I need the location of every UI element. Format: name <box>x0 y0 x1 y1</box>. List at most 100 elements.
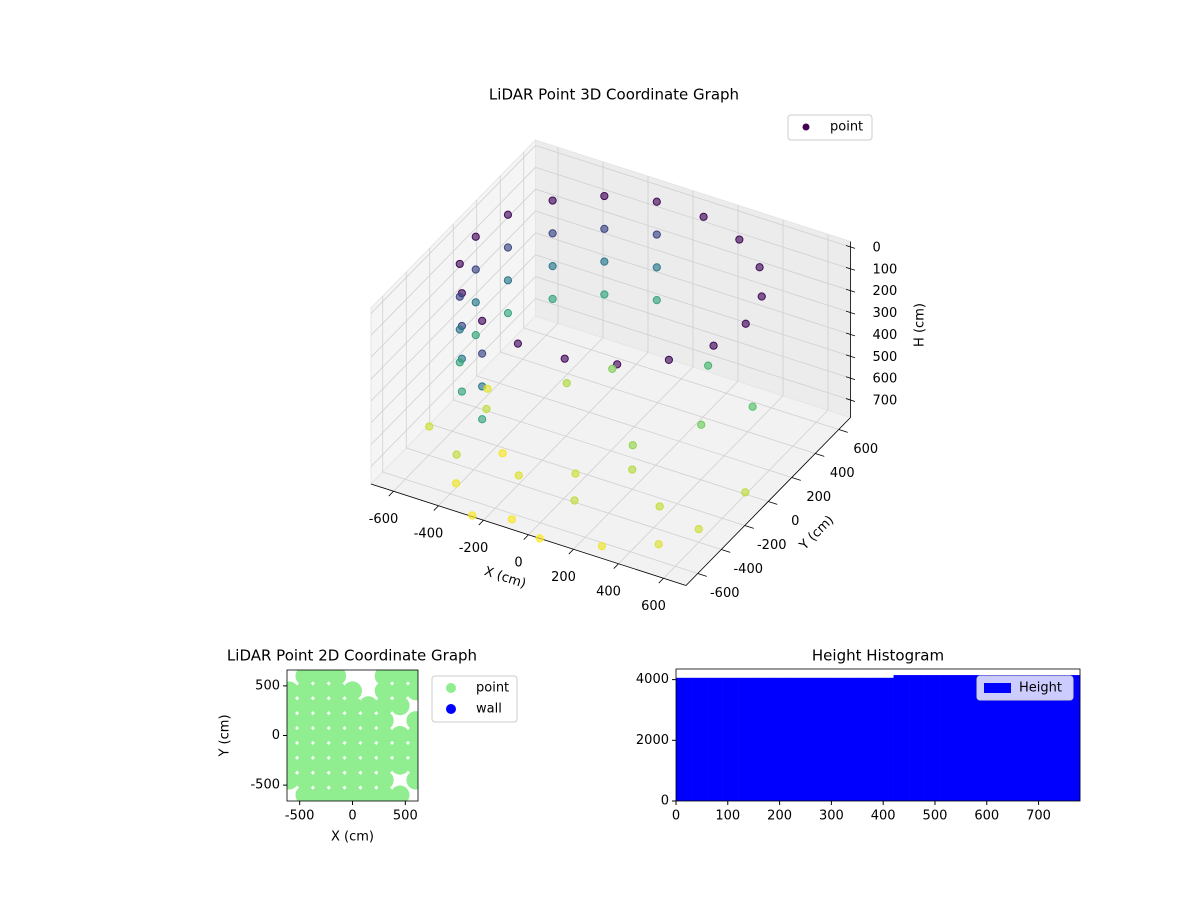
bar <box>955 675 972 801</box>
chart-3d: LiDAR Point 3D Coordinate Graph-600-400-… <box>369 86 928 614</box>
point <box>287 726 299 745</box>
z-tick-label: 500 <box>873 350 898 365</box>
bar <box>971 675 988 801</box>
point <box>287 696 299 716</box>
z-tick-label: 200 <box>873 284 898 299</box>
bar <box>1033 675 1050 801</box>
point <box>478 415 487 424</box>
point <box>468 511 477 520</box>
point <box>358 770 378 790</box>
x-tick-label: -200 <box>459 541 489 556</box>
point <box>295 670 315 686</box>
point <box>287 711 299 731</box>
x-tick-label: 600 <box>974 809 999 824</box>
x-tick-label: 0 <box>514 555 522 570</box>
y-tick-label: 0 <box>272 728 280 743</box>
point <box>628 441 637 450</box>
point <box>390 696 410 716</box>
grid-line <box>535 298 851 401</box>
point <box>600 191 609 201</box>
point <box>295 696 315 716</box>
point <box>358 755 378 775</box>
bar <box>986 675 1003 801</box>
point <box>390 785 410 801</box>
x-tick-label: 600 <box>641 599 666 614</box>
grid-line <box>370 232 536 402</box>
point <box>697 420 706 429</box>
point <box>311 711 331 731</box>
point <box>503 276 513 285</box>
y-tick-label: 0 <box>791 514 799 529</box>
x-tick-label: 100 <box>715 809 740 824</box>
legend-label: Height <box>1019 681 1062 696</box>
point <box>655 502 664 511</box>
point <box>628 465 637 474</box>
tick-mark <box>658 577 664 584</box>
x-tick-label: 0 <box>672 809 680 824</box>
point <box>327 770 347 790</box>
point <box>343 696 362 716</box>
chart-2d: LiDAR Point 2D Coordinate Graph -500 0 500 -… <box>218 647 518 845</box>
point <box>287 740 299 760</box>
tick-mark <box>388 490 394 497</box>
point <box>548 196 557 205</box>
y-tick-label: -200 <box>757 538 787 553</box>
point <box>471 298 480 307</box>
point <box>311 785 331 801</box>
y-tick-label: 200 <box>806 490 831 505</box>
point <box>374 670 394 686</box>
grid-line <box>535 145 851 248</box>
point <box>597 542 606 551</box>
points <box>287 670 418 801</box>
grid-line <box>535 166 851 270</box>
y-tick-label: 4000 <box>636 672 669 687</box>
grid-line <box>406 447 722 550</box>
tick-mark <box>478 519 484 526</box>
tick-mark <box>568 548 574 555</box>
point <box>343 681 362 701</box>
point <box>295 785 315 801</box>
point <box>406 726 418 745</box>
y-tick-label: 400 <box>830 466 855 481</box>
point <box>406 770 418 790</box>
point <box>311 696 331 716</box>
point <box>374 711 394 731</box>
axis-line <box>685 417 851 586</box>
point <box>390 681 410 701</box>
point <box>311 740 331 760</box>
point <box>311 681 331 701</box>
y-tick-label: 0 <box>661 794 669 809</box>
point <box>548 229 557 238</box>
bar <box>815 677 832 801</box>
bar <box>800 677 817 801</box>
point <box>295 755 315 775</box>
bar <box>738 677 754 801</box>
point <box>295 740 315 760</box>
grid-line <box>453 399 769 502</box>
legend-label: wall <box>476 702 502 717</box>
point <box>735 235 744 244</box>
point <box>503 309 513 318</box>
point <box>652 263 661 272</box>
bar <box>893 675 910 801</box>
point <box>471 265 480 274</box>
point <box>374 755 394 775</box>
point <box>311 726 331 745</box>
point <box>741 488 750 497</box>
point <box>343 755 362 775</box>
grid-line <box>535 188 851 292</box>
z-axis-label: H (cm) <box>913 303 928 347</box>
point <box>343 785 362 801</box>
point <box>600 290 609 299</box>
point <box>327 755 347 775</box>
point <box>343 711 362 731</box>
x-tick-label: 300 <box>819 809 844 824</box>
legend-marker <box>446 683 456 693</box>
point <box>571 469 580 478</box>
point <box>741 319 750 328</box>
point <box>327 726 347 745</box>
x-tick-label: 400 <box>871 809 896 824</box>
point <box>455 259 464 269</box>
y-axis-label: Y (cm) <box>218 714 233 757</box>
